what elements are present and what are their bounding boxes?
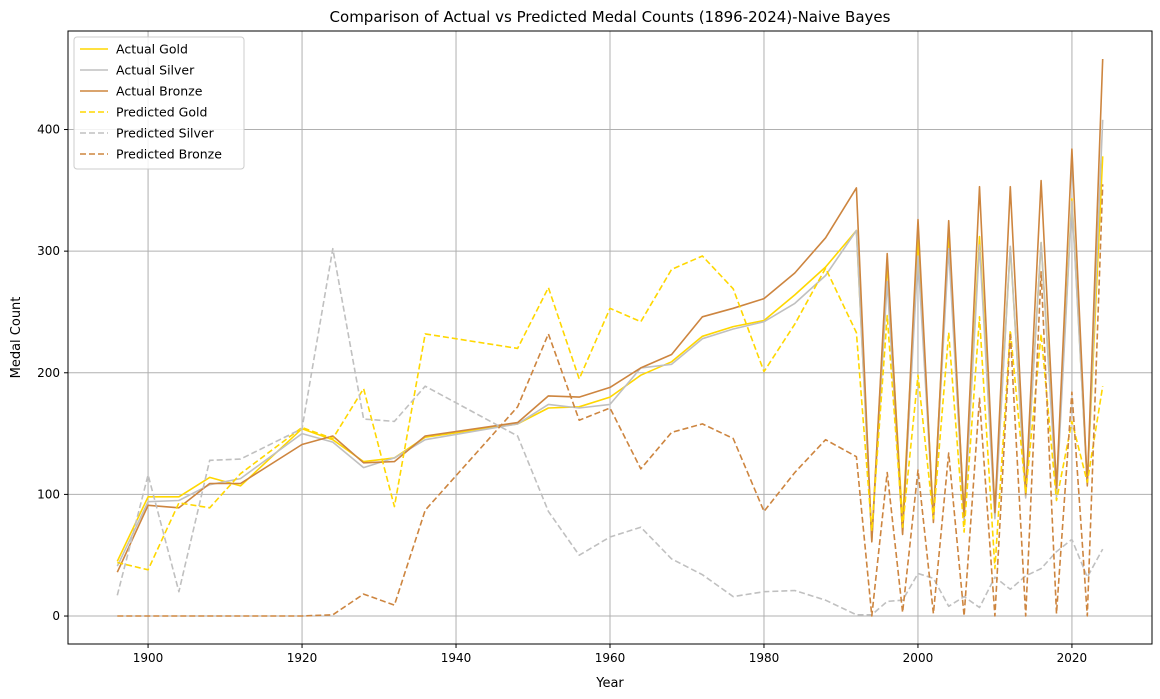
actual-bronze-line (116, 58, 1104, 573)
predicted-silver-line (116, 247, 1104, 616)
legend: Actual Gold Actual Silver Actual Bronze Pre… (73, 36, 245, 170)
legend-box (73, 36, 245, 170)
y-tick-label: 300 (37, 244, 60, 258)
predicted-bronze-line (117, 184, 1104, 617)
y-tick-label: 200 (37, 366, 60, 380)
y-tick-label: 400 (37, 123, 60, 137)
x-tick-label: 1920 (287, 651, 318, 665)
x-axis-label: Year (595, 676, 624, 691)
x-tick-label: 1940 (441, 651, 472, 665)
chart-title: Comparison of Actual vs Predicted Medal … (330, 8, 891, 26)
legend-label-predicted-silver: Predicted Silver (116, 126, 215, 141)
series-lines (116, 58, 1104, 617)
legend-label-actual-bronze: Actual Bronze (116, 84, 203, 99)
x-tick-label: 2000 (903, 651, 934, 665)
predicted-gold-line (117, 255, 1104, 571)
y-tick-label: 100 (37, 487, 60, 501)
legend-label-predicted-bronze: Predicted Bronze (116, 147, 222, 162)
x-tick-label: 2020 (1057, 651, 1088, 665)
x-tick-label: 1900 (133, 651, 164, 665)
x-tick-label: 1960 (595, 651, 626, 665)
legend-label-actual-silver: Actual Silver (116, 63, 195, 78)
axis-ticks: 1900 1920 1940 1960 1980 2000 2020 0 100 200 300 40… (37, 123, 1087, 665)
y-axis-label: Medal Count (9, 297, 24, 379)
legend-label-actual-gold: Actual Gold (116, 42, 188, 57)
x-tick-label: 1980 (749, 651, 780, 665)
legend-label-predicted-gold: Predicted Gold (116, 105, 207, 120)
y-tick-label: 0 (52, 609, 60, 623)
actual-silver-line (116, 119, 1104, 567)
